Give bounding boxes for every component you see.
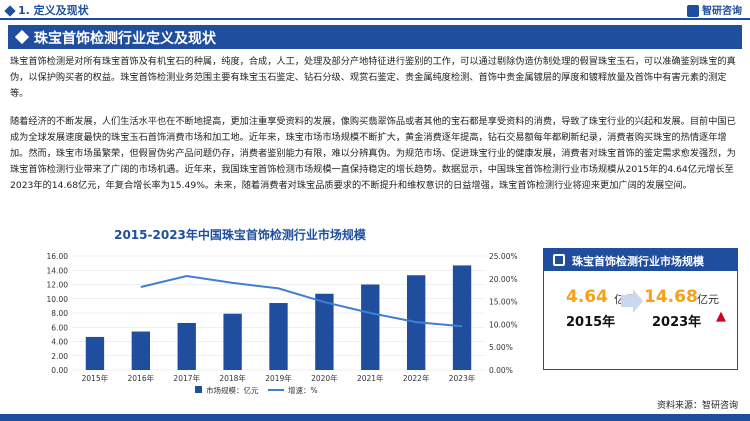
- bar: [315, 293, 334, 370]
- arrow-right-icon: [621, 289, 643, 313]
- market-size-chart: 0.00 2.00 4.00 6.00 8.00 10.00 12.00 14.00 16.00…: [47, 252, 518, 395]
- growth-line: [140, 275, 463, 328]
- top-bar: 1. 定义及现状 智研咨询: [0, 0, 750, 20]
- x-tick-label: 2015年: [82, 373, 109, 383]
- end-year: 2023年: [652, 315, 702, 330]
- card-title: 珠宝首饰检测行业市场规模: [572, 255, 704, 268]
- x-tick-label: 2022年: [403, 373, 430, 383]
- bar: [361, 284, 380, 370]
- y-left-tick-label: 12.00: [47, 281, 69, 290]
- x-tick-label: 2017年: [173, 373, 200, 383]
- legend-label-bar: 市场规模：亿元: [206, 385, 259, 395]
- y-right-tick-label: 10.00%: [489, 320, 518, 329]
- y-left-tick-label: 8.00: [51, 309, 68, 318]
- x-tick-label: 2019年: [265, 373, 292, 383]
- paragraph-definition: 珠宝首饰检测是对所有珠宝首饰及有机宝石的种属，纯度，合成，人工，处理及部分产地特…: [10, 56, 736, 99]
- y-left-tick-label: 10.00: [47, 295, 69, 304]
- brand-logo: 智研咨询: [687, 2, 742, 17]
- x-tick-label: 2020年: [311, 373, 338, 383]
- y-right-tick-label: 0.00%: [489, 366, 513, 375]
- title-banner: 珠宝首饰检测行业定义及现状: [8, 25, 742, 49]
- y-left-tick-label: 6.00: [51, 323, 68, 332]
- end-unit: 亿元: [697, 293, 719, 306]
- x-tick-label: 2023年: [449, 373, 476, 383]
- summary-card: 珠宝首饰检测行业市场规模 4.64 亿元 2015年 14.68 亿元 2023…: [543, 248, 738, 370]
- y-left-tick-label: 14.00: [47, 266, 69, 275]
- paragraph-status: 随着经济的不断发展，人们生活水平也在不断地提高，更加注重享受资料的发展，像购买翡…: [10, 116, 736, 191]
- y-right-tick-label: 15.00%: [489, 298, 518, 307]
- logo-text: 智研咨询: [702, 6, 742, 17]
- x-tick-label: 2018年: [219, 373, 246, 383]
- y-left-tick-label: 2.00: [51, 352, 68, 361]
- bar: [85, 336, 105, 370]
- x-tick-label: 2021年: [357, 373, 384, 383]
- y-right-tick-label: 20.00%: [489, 275, 518, 284]
- y-left-tick-label: 0.00: [51, 366, 68, 375]
- section-text: 1. 定义及现状: [18, 4, 89, 17]
- chart-icon: [553, 254, 565, 266]
- y-right-tick-label: 5.00%: [489, 343, 513, 352]
- start-year: 2015年: [566, 315, 616, 330]
- bar: [177, 322, 196, 370]
- section-label: 1. 定义及现状: [4, 2, 89, 18]
- chart-title: 2015-2023年中国珠宝首饰检测行业市场规模: [114, 228, 366, 242]
- x-tick-label: 2016年: [128, 373, 155, 383]
- bar: [223, 313, 242, 370]
- card-header: 珠宝首饰检测行业市场规模: [544, 249, 737, 271]
- source-note: 资料来源：智研咨询: [656, 401, 738, 411]
- end-value: 14.68: [644, 287, 698, 307]
- bar: [269, 303, 288, 370]
- legend-swatch-bar: [195, 386, 202, 393]
- bar: [452, 265, 472, 370]
- diamond-icon: [14, 29, 30, 45]
- up-arrow-icon: ▲: [716, 309, 726, 324]
- y-left-tick-label: 16.00: [47, 252, 69, 261]
- bar: [131, 331, 151, 370]
- logo-icon: [687, 5, 699, 17]
- section-icon: [4, 5, 16, 17]
- legend-label-line: 增速：%: [288, 385, 318, 395]
- bottom-bar: [0, 414, 750, 421]
- y-right-tick-label: 25.00%: [489, 252, 518, 261]
- page-title: 珠宝首饰检测行业定义及现状: [34, 31, 216, 47]
- y-left-tick-label: 4.00: [51, 338, 68, 347]
- start-value: 4.64: [566, 287, 608, 307]
